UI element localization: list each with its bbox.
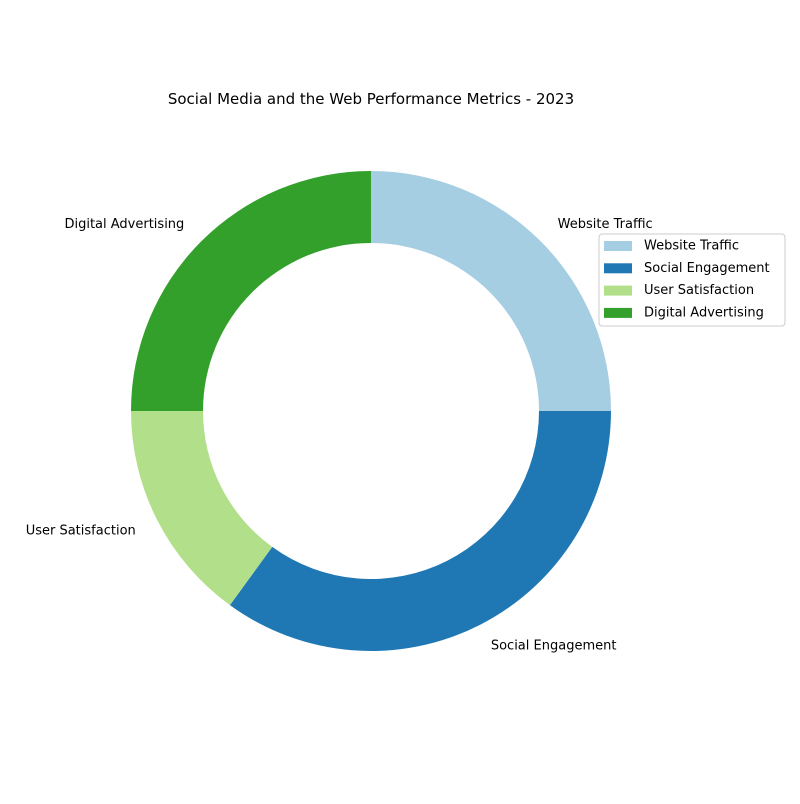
slice-user-satisfaction	[131, 411, 273, 606]
legend-swatch-user-satisfaction	[604, 285, 632, 296]
legend-label-social-engagement: Social Engagement	[644, 261, 770, 276]
slice-label-social-engagement: Social Engagement	[491, 639, 617, 654]
legend-swatch-digital-advertising	[604, 307, 632, 318]
legend-label-website-traffic: Website Traffic	[644, 239, 739, 254]
slice-labels: Website Traffic Social Engagement User Sat…	[26, 217, 653, 654]
slice-social-engagement	[229, 411, 612, 651]
slice-digital-advertising	[131, 171, 371, 411]
slice-label-website-traffic: Website Traffic	[558, 217, 653, 232]
slice-label-digital-advertising: Digital Advertising	[64, 217, 184, 232]
legend-box	[598, 233, 786, 327]
legend: Website Traffic Social Engagement User Sat…	[598, 233, 786, 327]
donut-slices	[131, 171, 612, 651]
legend-label-user-satisfaction: User Satisfaction	[644, 283, 754, 298]
chart-title: Social Media and the Web Performance Met…	[168, 90, 574, 108]
slice-website-traffic	[371, 171, 611, 411]
legend-swatch-social-engagement	[604, 263, 632, 274]
legend-swatch-website-traffic	[604, 241, 632, 251]
slice-label-user-satisfaction: User Satisfaction	[26, 523, 136, 538]
legend-label-digital-advertising: Digital Advertising	[644, 305, 764, 320]
